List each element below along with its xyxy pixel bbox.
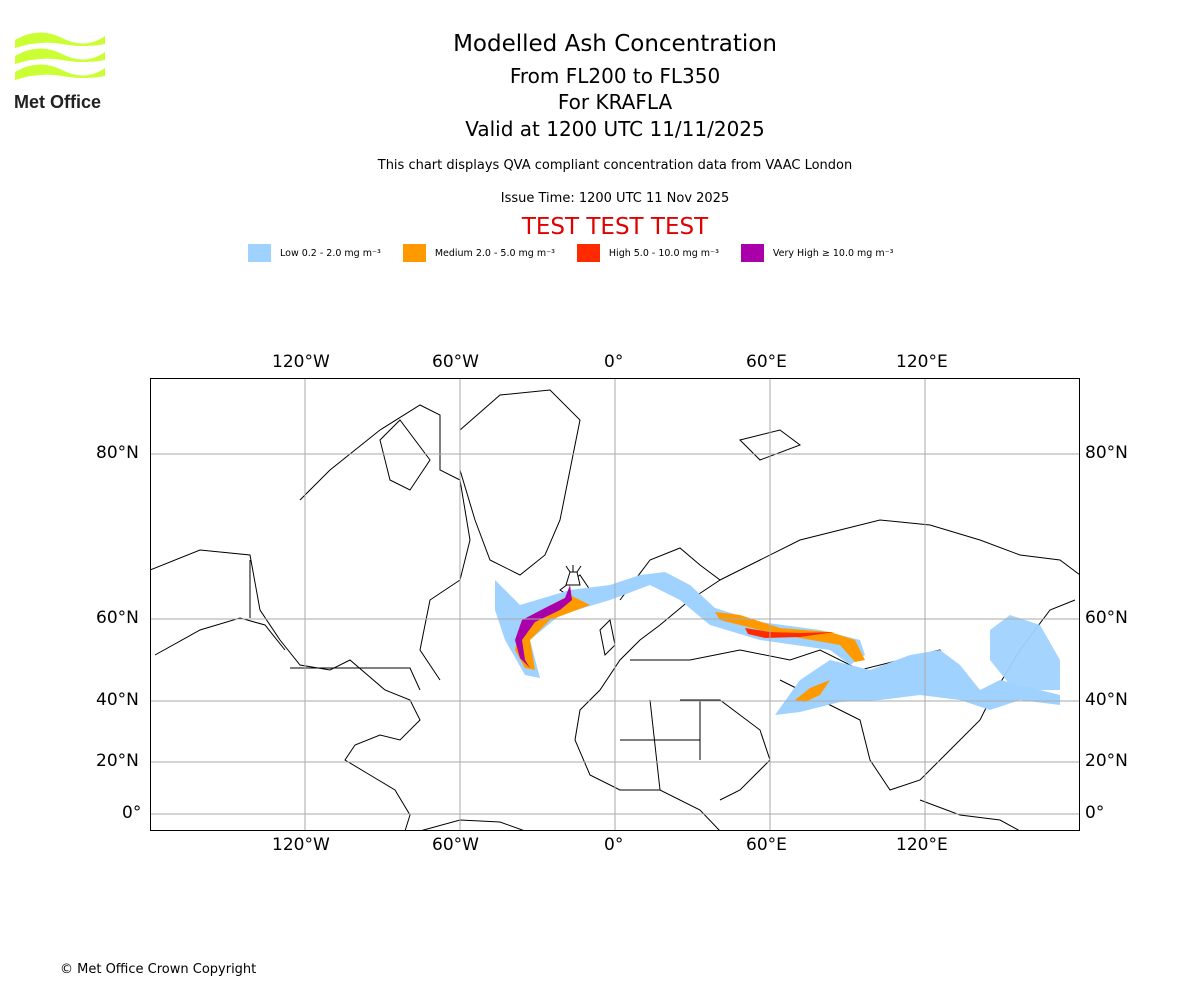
lon-label-bottom: 120°W bbox=[272, 835, 330, 855]
lat-label-left: 80°N bbox=[96, 443, 139, 463]
legend: Low 0.2 - 2.0 mg m⁻³ Medium 2.0 - 5.0 mg… bbox=[248, 244, 915, 262]
lon-label-bottom: 120°E bbox=[896, 835, 948, 855]
lon-label-bottom: 60°E bbox=[746, 835, 787, 855]
legend-label: Very High ≥ 10.0 mg m⁻³ bbox=[772, 247, 894, 259]
legend-item-medium: Medium 2.0 - 5.0 mg m⁻³ bbox=[402, 244, 555, 262]
copyright: © Met Office Crown Copyright bbox=[60, 962, 257, 977]
legend-item-low: Low 0.2 - 2.0 mg m⁻³ bbox=[248, 244, 381, 262]
legend-swatch bbox=[248, 244, 271, 262]
lon-label-bottom: 0° bbox=[604, 835, 624, 855]
test-banner: TEST TEST TEST bbox=[521, 214, 709, 240]
legend-label: High 5.0 - 10.0 mg m⁻³ bbox=[608, 247, 719, 259]
legend-swatch bbox=[576, 244, 600, 262]
flight-levels: From FL200 to FL350 bbox=[509, 64, 721, 88]
valid-time: Valid at 1200 UTC 11/11/2025 bbox=[465, 117, 765, 141]
legend-label: Medium 2.0 - 5.0 mg m⁻³ bbox=[434, 247, 555, 259]
lat-label-left: 40°N bbox=[96, 690, 139, 710]
lat-label-right: 20°N bbox=[1085, 751, 1128, 771]
legend-item-high: High 5.0 - 10.0 mg m⁻³ bbox=[576, 244, 719, 262]
volcano-icon bbox=[565, 565, 582, 586]
lat-label-left: 0° bbox=[122, 803, 142, 823]
ash-high bbox=[745, 628, 835, 638]
lat-label-left: 20°N bbox=[96, 751, 139, 771]
lon-label-bottom: 60°W bbox=[432, 835, 479, 855]
map-frame bbox=[150, 378, 1080, 831]
lat-label-right: 60°N bbox=[1085, 608, 1128, 628]
lon-label-top: 0° bbox=[604, 352, 624, 372]
issue-time: Issue Time: 1200 UTC 11 Nov 2025 bbox=[500, 191, 730, 206]
lat-label-right: 80°N bbox=[1085, 443, 1128, 463]
ash-very-high bbox=[515, 585, 572, 668]
lon-label-top: 60°E bbox=[746, 352, 787, 372]
lat-label-right: 0° bbox=[1085, 803, 1105, 823]
chart-description: This chart displays QVA compliant concen… bbox=[377, 158, 853, 173]
volcano-name: For KRAFLA bbox=[557, 90, 673, 114]
lat-label-right: 40°N bbox=[1085, 690, 1128, 710]
lon-label-top: 60°W bbox=[432, 352, 479, 372]
legend-label: Low 0.2 - 2.0 mg m⁻³ bbox=[280, 247, 381, 259]
met-office-logo: Met Office bbox=[14, 30, 109, 116]
legend-swatch bbox=[740, 244, 764, 262]
lat-label-left: 60°N bbox=[96, 608, 139, 628]
svg-text:Met Office: Met Office bbox=[14, 92, 101, 112]
chart-title: Modelled Ash Concentration bbox=[453, 31, 777, 57]
legend-item-very-high: Very High ≥ 10.0 mg m⁻³ bbox=[740, 244, 894, 262]
ash-low bbox=[495, 572, 1060, 715]
legend-swatch bbox=[402, 244, 426, 262]
lon-label-top: 120°E bbox=[896, 352, 948, 372]
lon-label-top: 120°W bbox=[272, 352, 330, 372]
graticule bbox=[150, 378, 1080, 831]
